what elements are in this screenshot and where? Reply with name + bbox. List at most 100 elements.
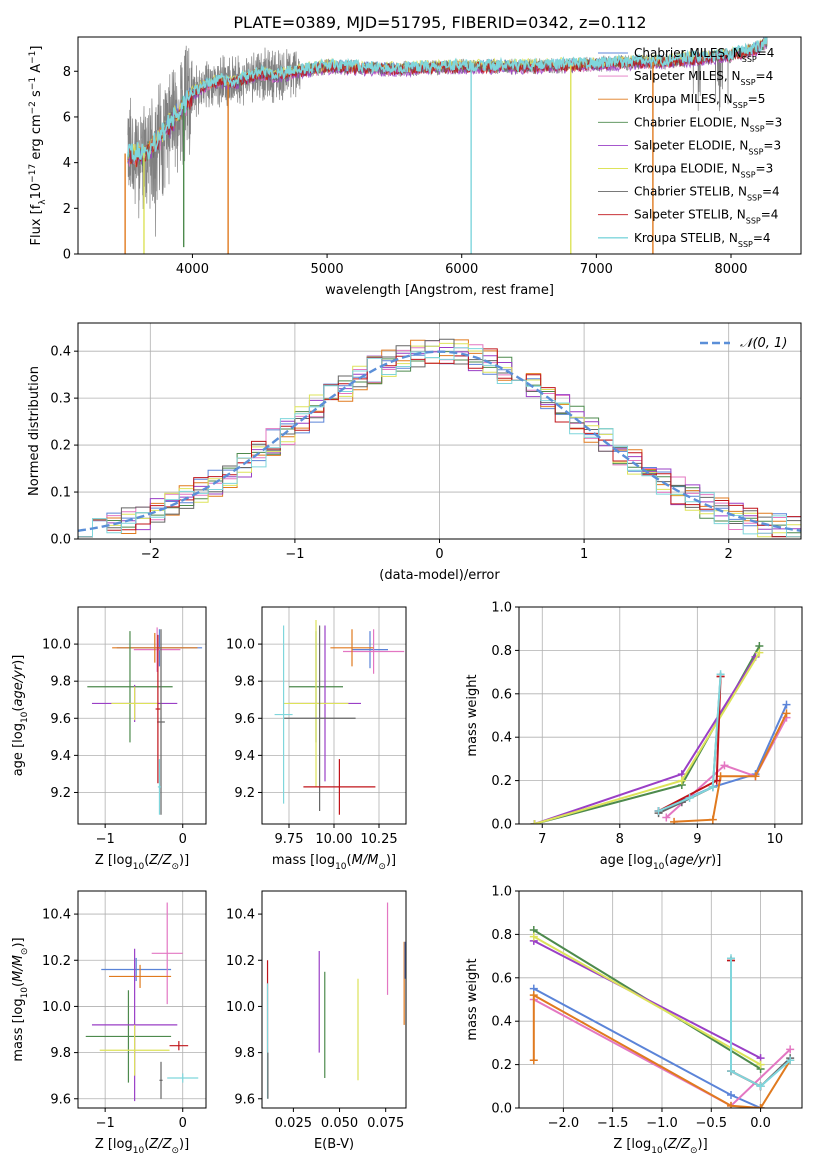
x-tick-label: 6000 xyxy=(445,262,478,277)
y-axis-label: age [log10(age/yr)] xyxy=(11,655,30,777)
model-spectrum-kroupa_stelib xyxy=(127,37,768,163)
errorbar-point-salpeter_stelib xyxy=(155,634,161,784)
errorbar-point-chabrier_stelib xyxy=(159,1061,163,1099)
x-tick-label: 1 xyxy=(580,547,588,562)
weight-marker xyxy=(755,648,764,657)
x-axis-label: Z [log10(Z/Z⊙)] xyxy=(613,1137,707,1156)
x-tick-label: 0 xyxy=(179,1116,187,1131)
x-tick-label: 7000 xyxy=(580,262,613,277)
axes-frame xyxy=(77,36,802,255)
legend-entry: Chabrier MILES, NSSP=4 xyxy=(634,46,774,64)
weight-marker xyxy=(756,1082,765,1091)
y-tick-label: 0.3 xyxy=(50,392,71,407)
residual_hist-panel: −2 −1 0 1 2 0.0 0.1 0.2 0.3 0.4 (data-model)/error… xyxy=(27,322,802,583)
y-tick-label: 6 xyxy=(63,110,71,125)
weight_vs_Z-plot-area xyxy=(529,926,795,1108)
x-tick-label: 10.00 xyxy=(315,832,352,847)
histogram-step-salpeter_stelib xyxy=(78,348,801,538)
y-tick-label: 10.2 xyxy=(226,954,255,969)
x-axis-label: age [log10(age/yr)] xyxy=(600,853,722,872)
y-tick-label: 9.8 xyxy=(234,675,255,690)
errorbar-point-kroupa_miles xyxy=(109,964,172,988)
legend-entry: Salpeter MILES, NSSP=4 xyxy=(634,69,773,87)
errorbar-point-kroupa_miles xyxy=(330,629,374,667)
axes-frame xyxy=(518,890,803,1109)
x-tick-label: 9 xyxy=(693,832,701,847)
weight-line-salpeter_stelib xyxy=(658,676,722,812)
weight-line-kroupa_elodie xyxy=(534,652,761,824)
mass_vs_Z-panel: −1 0 9.6 9.8 10.0 10.2 10.4 Z [log10(Z/Z⊙)] mass… xyxy=(11,890,207,1156)
y-tick-label: 0.2 xyxy=(491,1058,512,1073)
age_vs_Z-plot-area xyxy=(87,627,203,815)
x-tick-label: 8 xyxy=(616,832,624,847)
errorbar-point-kroupa_stelib xyxy=(167,1073,199,1083)
errorbar-point-kroupa_elodie xyxy=(111,686,158,721)
weight-marker xyxy=(716,670,725,679)
weight-line-kroupa_stelib xyxy=(658,674,722,812)
y-tick-label: 9.6 xyxy=(50,712,71,727)
axes-frame xyxy=(77,890,207,1109)
y-tick-label: 4 xyxy=(63,156,71,171)
y-tick-label: 0.0 xyxy=(491,818,512,833)
y-tick-label: 9.2 xyxy=(234,786,255,801)
errorbar-point-chabrier_miles xyxy=(352,631,388,669)
x-tick-label: −0.5 xyxy=(695,1116,727,1131)
x-tick-label: 4000 xyxy=(176,262,209,277)
legend-entry: Chabrier STELIB, NSSP=4 xyxy=(634,185,780,203)
x-axis-label: wavelength [Angstrom, rest frame] xyxy=(325,283,554,298)
axes-frame xyxy=(261,606,407,825)
y-tick-label: 9.2 xyxy=(50,786,71,801)
weight-line-salpeter_elodie xyxy=(534,656,757,824)
y-axis-label: Normed distribution xyxy=(27,366,42,496)
weight-marker xyxy=(756,1060,765,1069)
y-axis-label: mass weight xyxy=(465,958,480,1040)
age_vs_mass-plot-area xyxy=(274,619,405,815)
weight-line-chabrier_elodie xyxy=(534,645,761,824)
errorbar-point-kroupa_elodie xyxy=(283,619,349,787)
spectrum-panel: 4000 5000 6000 7000 8000 0 2 4 6 8 wavelength [Ang… xyxy=(28,36,802,298)
age_vs_mass-panel: 9.75 10.00 10.25 9.2 9.4 9.6 9.8 10.0 mass [log1… xyxy=(226,606,407,872)
axes-frame xyxy=(518,606,803,825)
x-tick-label: 0.025 xyxy=(275,1116,312,1131)
x-tick-label: 8000 xyxy=(714,262,747,277)
legend-entry: Chabrier ELODIE, NSSP=3 xyxy=(634,115,782,133)
y-tick-label: 0.0 xyxy=(491,1102,512,1117)
weight-marker xyxy=(786,1045,795,1054)
weight-line-kroupa_elodie xyxy=(533,935,762,1066)
spectrum-plot-area xyxy=(124,37,768,254)
y-tick-label: 0.1 xyxy=(50,486,71,501)
errorbar-point-salpeter_miles xyxy=(343,629,405,674)
errorbar-point-salpeter_stelib xyxy=(169,1041,189,1051)
y-tick-label: 0.8 xyxy=(491,644,512,659)
y-tick-label: 0 xyxy=(63,248,71,263)
x-axis-label: Z [log10(Z/Z⊙)] xyxy=(95,853,189,872)
y-tick-label: 0.6 xyxy=(491,971,512,986)
legend-entry: Kroupa MILES, NSSP=5 xyxy=(634,92,765,110)
y-tick-label: 1.0 xyxy=(491,601,512,616)
weight-marker xyxy=(708,783,717,792)
x-tick-label: 10.25 xyxy=(360,832,397,847)
y-tick-label: 9.6 xyxy=(234,1092,255,1107)
y-tick-label: 0.4 xyxy=(50,345,71,360)
weight-line-chabrier_miles xyxy=(658,704,788,812)
legend-entry: Salpeter ELODIE, NSSP=3 xyxy=(634,138,781,156)
weight-marker xyxy=(756,1104,765,1108)
y-axis-label: mass [log10(M/M⊙)] xyxy=(11,937,30,1061)
y-tick-label: 9.6 xyxy=(50,1092,71,1107)
x-axis-label: Z [log10(Z/Z⊙)] xyxy=(95,1137,189,1156)
spectrum-legend: Chabrier MILES, NSSP=4 Salpeter MILES, NS… xyxy=(598,46,782,248)
y-tick-label: 10.0 xyxy=(42,638,71,653)
y-tick-label: 8 xyxy=(63,65,71,80)
y-axis-label: mass weight xyxy=(465,674,480,756)
weight-marker xyxy=(677,776,686,785)
legend-entry: Kroupa ELODIE, NSSP=3 xyxy=(634,162,773,180)
histogram-step-kroupa_elodie xyxy=(78,342,801,538)
x-axis-label: E(B-V) xyxy=(314,1137,354,1152)
x-tick-label: 0.050 xyxy=(321,1116,358,1131)
weight-line-salpeter_stelib xyxy=(730,960,762,1088)
normal-distribution-curve xyxy=(78,350,801,532)
errorbar-point-salpeter_miles xyxy=(133,627,181,672)
y-tick-label: 10.2 xyxy=(42,954,71,969)
y-tick-label: 0.2 xyxy=(491,774,512,789)
